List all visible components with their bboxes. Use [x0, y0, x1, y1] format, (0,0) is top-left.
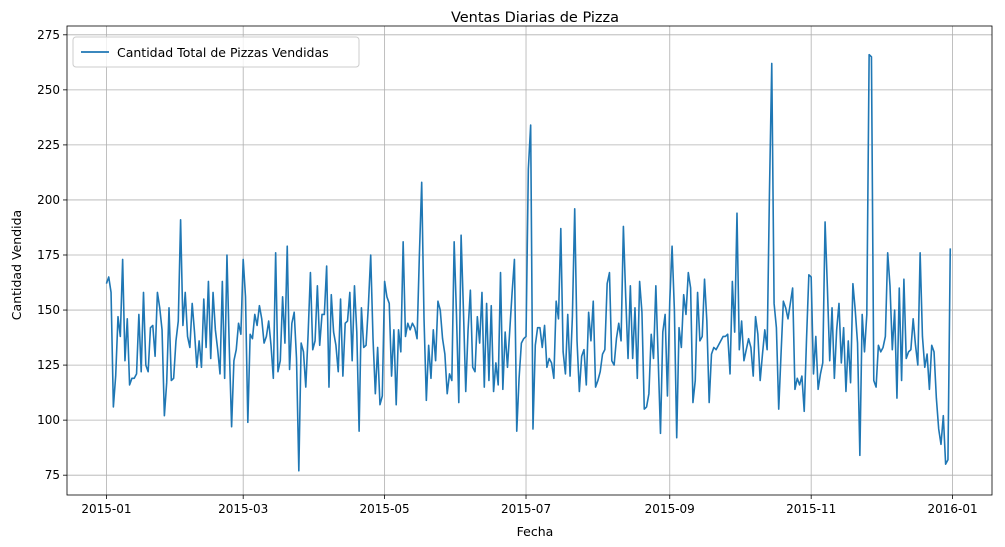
series-line: [105, 53, 952, 472]
y-tick-label: 100: [37, 413, 60, 427]
y-tick-label: 125: [37, 358, 60, 372]
axes-layer: 2015-01 2015-03 2015-05 2015-07 2015-09 2015-…: [37, 25, 993, 516]
y-tick-label: 200: [37, 193, 60, 207]
grid-layer: [67, 26, 992, 495]
x-tick-label: 2015-07: [501, 502, 551, 516]
series-layer: [105, 53, 952, 472]
x-tick-label: 2015-03: [218, 502, 268, 516]
y-tick-label: 75: [45, 468, 60, 482]
plot-frame: [66, 25, 993, 496]
y-axis-label: Cantidad Vendida: [9, 210, 24, 320]
y-tick-label: 275: [37, 28, 60, 42]
legend: Cantidad Total de Pizzas Vendidas: [72, 36, 360, 68]
y-tick-label: 225: [37, 138, 60, 152]
legend-frame: [72, 36, 360, 68]
x-tick-label: 2016-01: [928, 502, 978, 516]
y-tick-label: 250: [37, 83, 60, 97]
x-tick-label: 2015-11: [786, 502, 836, 516]
chart-title: Ventas Diarias de Pizza: [451, 10, 619, 26]
x-axis-label: Fecha: [517, 524, 554, 539]
y-tick-label: 150: [37, 303, 60, 317]
x-tick-label: 2015-09: [645, 502, 695, 516]
legend-label: Cantidad Total de Pizzas Vendidas: [117, 45, 329, 60]
x-tick-label: 2015-05: [360, 502, 410, 516]
y-tick-label: 175: [37, 248, 60, 262]
labels-layer: Ventas Diarias de Pizza Fecha Cantidad V…: [9, 10, 619, 539]
x-tick-label: 2015-01: [81, 502, 131, 516]
